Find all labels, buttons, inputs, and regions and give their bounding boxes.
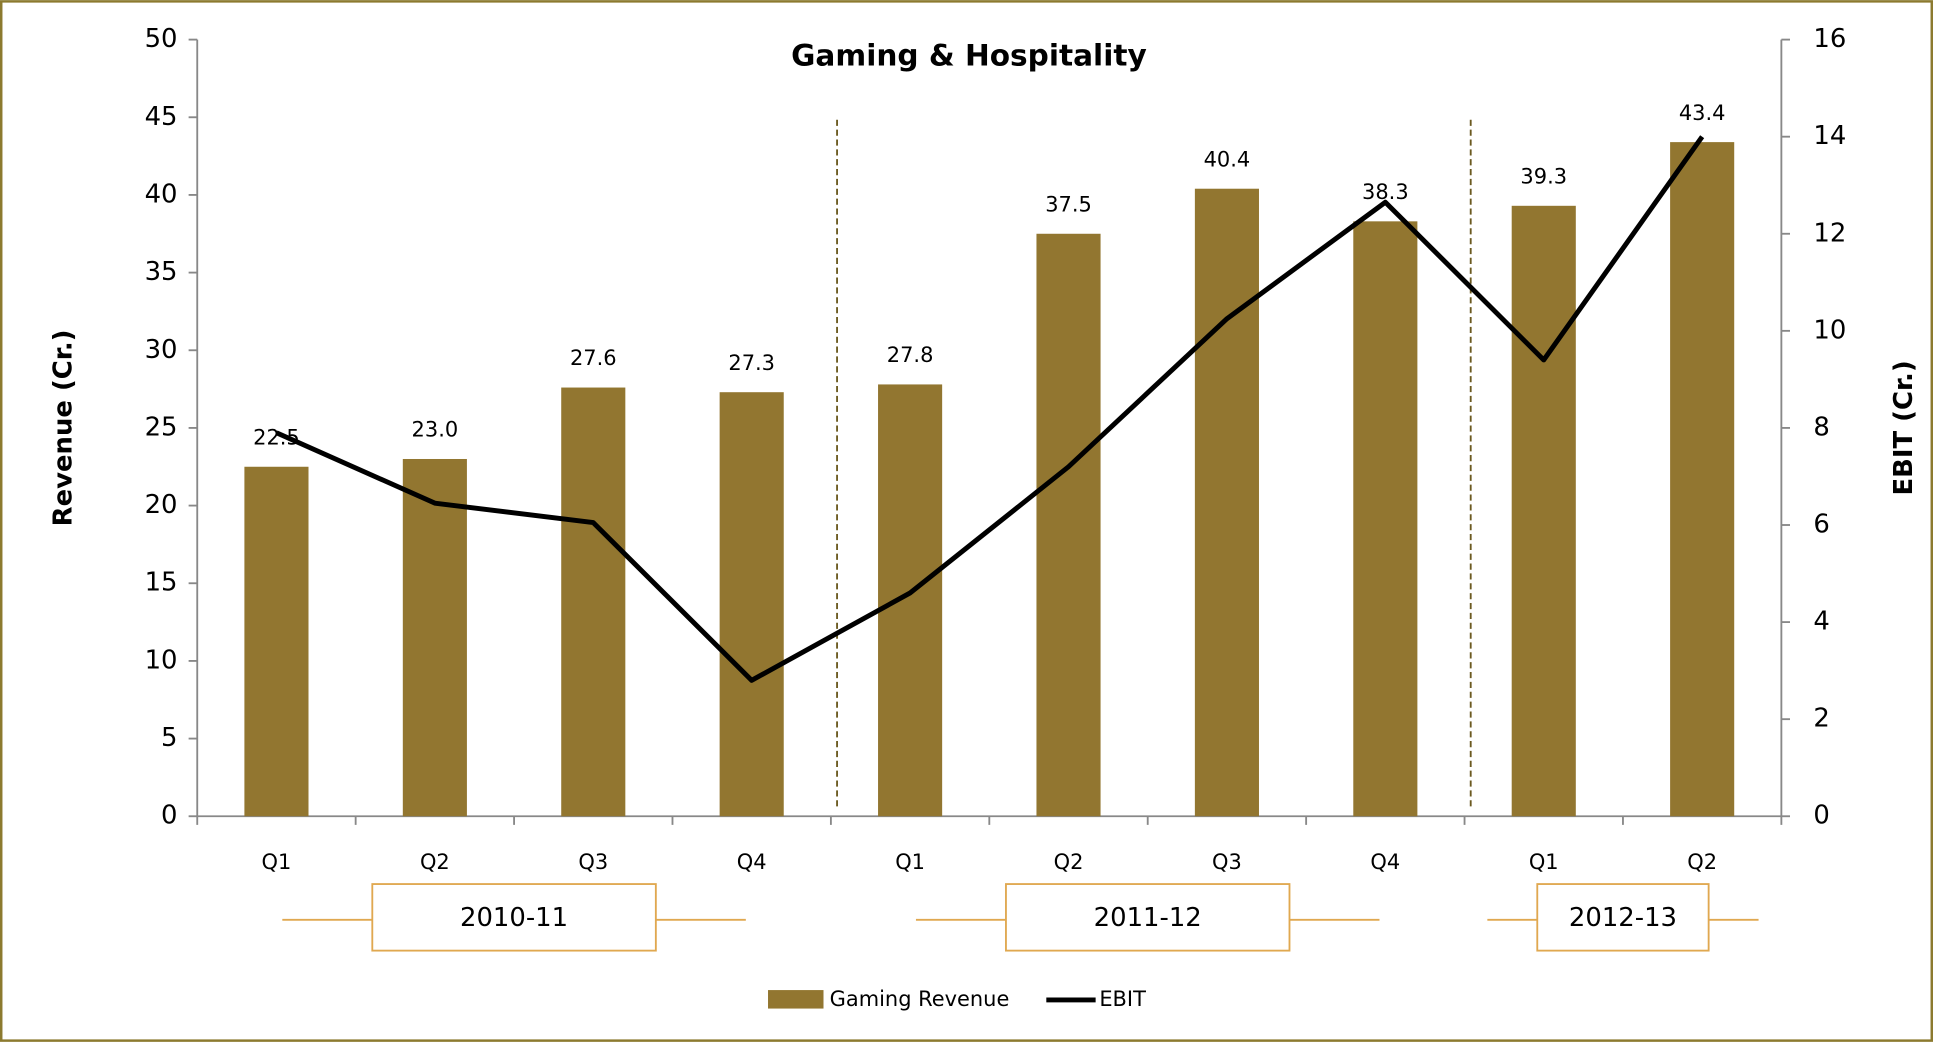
x-tick-label: Q4: [737, 850, 767, 874]
data-label: 27.3: [728, 351, 775, 375]
y2-tick-label: 0: [1813, 801, 1829, 831]
y2-tick-label: 10: [1813, 315, 1846, 345]
x-tick-label: Q1: [262, 850, 292, 874]
y2-axis-title: EBIT (Cr.): [1889, 360, 1919, 495]
y-tick-label: 5: [161, 723, 177, 753]
legend-label: EBIT: [1099, 987, 1146, 1011]
x-tick-label: Q2: [1687, 850, 1717, 874]
line: [275, 135, 1705, 683]
x-tick-label: Q4: [1370, 850, 1400, 874]
bar: [719, 392, 784, 817]
y2-tick-label: 16: [1813, 24, 1846, 54]
group-label: 2012-13: [1569, 903, 1677, 933]
legend-label: Gaming Revenue: [830, 987, 1010, 1011]
x-tick-label: Q2: [420, 850, 450, 874]
x-tick-label: Q1: [1529, 850, 1559, 874]
y2-tick-label: 4: [1813, 607, 1829, 637]
bar: [244, 466, 309, 817]
y-tick-label: 0: [161, 801, 177, 831]
data-label: 39.3: [1520, 164, 1567, 188]
group-box: [1005, 883, 1291, 952]
y2-tick-label: 14: [1813, 121, 1846, 151]
y2-tick-label: 8: [1813, 412, 1829, 442]
bar: [1511, 205, 1576, 817]
y2-tick-label: 6: [1813, 510, 1829, 540]
group-box: [371, 883, 657, 952]
bar: [878, 384, 943, 817]
bar: [1036, 233, 1101, 817]
bar: [1670, 142, 1735, 817]
data-label: 43.4: [1679, 101, 1726, 125]
chart-title: Gaming & Hospitality: [791, 38, 1147, 72]
y-tick-label: 45: [145, 102, 178, 132]
y-tick-label: 40: [145, 179, 178, 209]
data-label: 23.0: [412, 418, 459, 442]
y-tick-label: 50: [145, 24, 178, 54]
data-label: 27.6: [570, 346, 617, 370]
x-tick-label: Q3: [578, 850, 608, 874]
y-tick-label: 30: [145, 335, 178, 365]
bar: [1353, 221, 1418, 817]
y-tick-label: 10: [145, 645, 178, 675]
y-tick-label: 25: [145, 412, 178, 442]
bar: [1194, 188, 1259, 817]
group-label: 2011-12: [1094, 903, 1202, 933]
group-label: 2010-11: [460, 903, 568, 933]
data-label: 22.5: [253, 425, 300, 449]
y-tick-label: 15: [145, 568, 178, 598]
data-label: 37.5: [1045, 192, 1092, 216]
y2-tick-label: 12: [1813, 218, 1846, 248]
y-tick-label: 35: [145, 257, 178, 287]
y-tick-label: 20: [145, 490, 178, 520]
data-label: 27.8: [887, 343, 934, 367]
bar: [561, 387, 626, 817]
x-tick-label: Q3: [1212, 850, 1242, 874]
bar: [402, 458, 467, 817]
x-tick-label: Q1: [895, 850, 925, 874]
legend-swatch: [768, 990, 824, 1009]
y2-tick-label: 2: [1813, 704, 1829, 734]
y-axis-title: Revenue (Cr.): [49, 330, 79, 527]
x-tick-label: Q2: [1054, 850, 1084, 874]
group-box: [1536, 883, 1710, 952]
data-label: 40.4: [1204, 147, 1251, 171]
